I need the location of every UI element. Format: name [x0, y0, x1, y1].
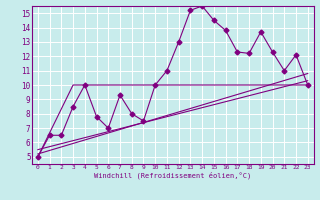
- X-axis label: Windchill (Refroidissement éolien,°C): Windchill (Refroidissement éolien,°C): [94, 172, 252, 179]
